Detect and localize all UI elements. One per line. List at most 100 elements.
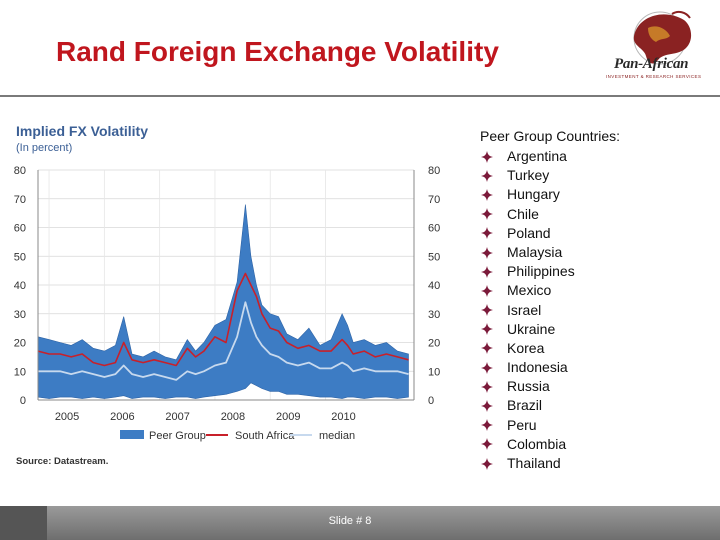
peer-country-item: Argentina [481,147,575,166]
chart-source: Source: Datastream. [16,456,109,467]
peer-country-item: Philippines [481,262,575,281]
peer-country-item: Chile [481,205,575,224]
diamond-bullet-icon [481,323,493,336]
chart-title: Implied FX Volatility [16,123,148,139]
logo-wordmark: Pan-African [614,56,689,72]
y-tick-label-left: 20 [14,338,26,350]
peer-country-item: Ukraine [481,320,575,339]
peer-country-name: Argentina [507,148,567,164]
peer-country-item: Malaysia [481,243,575,262]
median-line [38,301,409,381]
footer-bar [0,506,720,540]
peer-country-item: Poland [481,224,575,243]
peer-country-item: Turkey [481,166,575,185]
y-tick-label-right: 10 [428,366,440,378]
y-tick-label-left: 10 [14,366,26,378]
peer-group-band-layer [37,204,409,399]
legend: Peer Group South Africa median [120,430,355,442]
diamond-bullet-icon [481,227,493,240]
y-tick-label-right: 30 [428,309,440,321]
diamond-bullet-icon [481,342,493,355]
x-tick-label: 2007 [165,411,189,423]
diamond-bullet-icon [481,284,493,297]
diamond-bullet-icon [481,419,493,432]
title-divider [0,95,720,97]
peer-group-heading: Peer Group Countries: [480,128,621,144]
peer-country-name: Chile [507,205,539,222]
diamond-bullet-icon [481,169,493,182]
y-tick-label-left: 60 [14,223,26,235]
y-tick-label-left: 30 [14,309,26,321]
slide-number: Slide # 8 [328,515,372,527]
y-tick-label-right: 80 [428,165,440,177]
x-tick-label: 2008 [221,411,245,423]
y-tick-label-left: 50 [14,251,26,263]
y-tick-label-right: 20 [428,338,440,350]
diamond-bullet-icon [481,380,493,393]
x-tick-label: 2005 [55,411,79,423]
peer-country-item: Korea [481,339,575,358]
peer-country-name: Israel [507,301,542,318]
peer-country-name: Mexico [507,282,552,299]
y-tick-label-left: 0 [20,395,26,407]
legend-label: median [319,430,355,442]
diamond-bullet-icon [481,208,493,221]
peer-country-name: Thailand [507,455,561,471]
peer-country-name: Malaysia [507,243,563,260]
peer-country-item: Israel [481,301,575,320]
pan-african-logo [633,10,692,65]
y-tick-label-right: 50 [428,251,440,263]
logo-tagline: INVESTMENT & RESEARCH SERVICES [606,74,702,79]
peer-country-name: Russia [507,378,550,395]
peer-country-item: Hungary [481,185,575,204]
peer-country-name: Korea [507,339,545,356]
x-tick-label: 2009 [276,411,300,423]
diamond-bullet-icon [481,400,493,413]
diamond-bullet-icon [481,150,493,163]
y-tick-label-right: 60 [428,223,440,235]
x-tick-label: 2010 [331,411,355,423]
peer-country-name: Brazil [507,397,543,414]
peer-country-item: Indonesia [481,358,575,377]
peer-country-name: Indonesia [507,359,568,376]
peer-country-name: Poland [507,224,551,241]
peer-country-item: Brazil [481,396,575,415]
x-tick-label: 2006 [110,411,134,423]
peer-country-item: Russia [481,377,575,396]
peer-country-item: Mexico [481,281,575,300]
diamond-bullet-icon [481,438,493,451]
peer-country-name: Peru [507,416,537,433]
legend-label: South Africa [235,430,295,442]
y-tick-label-left: 40 [14,280,26,292]
footer-accent [0,506,47,540]
peer-country-name: Colombia [507,435,567,452]
y-tick-label-right: 0 [428,395,434,407]
y-tick-label-left: 70 [14,194,26,206]
chart-subtitle: (In percent) [16,142,73,154]
peer-country-name: Turkey [507,167,550,184]
peer-country-name: Philippines [507,263,575,280]
diamond-bullet-icon [481,304,493,317]
y-tick-label-right: 40 [428,280,440,292]
slide-title: Rand Foreign Exchange Volatility [56,36,499,67]
south-africa-line [37,272,409,367]
diamond-bullet-icon [481,361,493,374]
implied-fx-volatility-chart: 0 0 10 10 20 20 30 30 40 40 50 50 60 60 70 70 80 80 2005 20… [14,165,441,442]
legend-label: Peer Group [149,430,206,442]
peer-country-name: Ukraine [507,320,556,337]
diamond-bullet-icon [481,265,493,278]
series-lines-layer [37,272,409,381]
diamond-bullet-icon [481,246,493,259]
peer-country-item: Thailand [481,454,575,473]
y-tick-label-left: 80 [14,165,26,177]
peer-country-name: Hungary [507,186,560,203]
axis-layer: 0 0 10 10 20 20 30 30 40 40 50 50 60 60 70 70 80 80 2005 20… [14,165,441,423]
peer-country-item: Colombia [481,435,575,454]
peer-country-list: Argentina Turkey Hungary Chile Poland Malaysi… [481,147,575,473]
diamond-bullet-icon [481,457,493,470]
diamond-bullet-icon [481,188,493,201]
legend-swatch-peer-group [120,430,144,439]
peer-country-item: Peru [481,416,575,435]
y-tick-label-right: 70 [428,194,440,206]
peer-group-band [37,204,409,399]
